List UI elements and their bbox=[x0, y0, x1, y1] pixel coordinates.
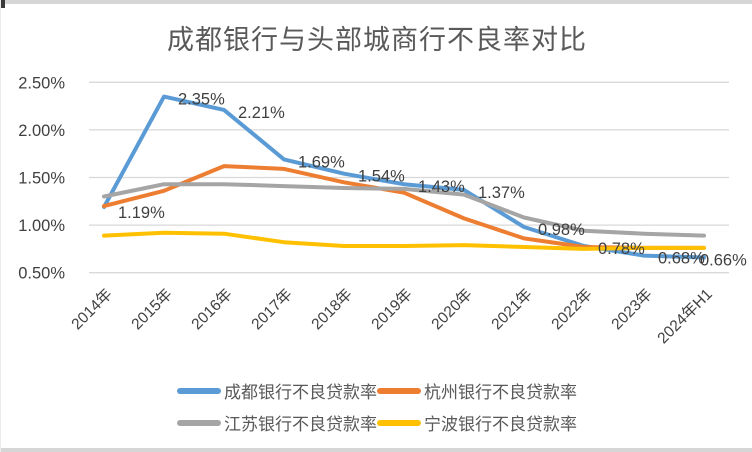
data-label: 1.43% bbox=[418, 178, 465, 196]
y-axis-tick-label: 1.50% bbox=[18, 170, 65, 188]
x-axis-tick-label: 2023年 bbox=[608, 285, 656, 333]
chart-title: 成都银行与头部城商行不良率对比 bbox=[167, 25, 587, 55]
data-label: 0.68% bbox=[658, 250, 705, 268]
y-axis-tick-label: 2.00% bbox=[18, 122, 65, 140]
legend-swatch-jiangsu bbox=[177, 419, 221, 426]
x-axis-tick-label: 2024年H1 bbox=[654, 285, 716, 347]
legend-row-1: 成都银行不良贷款率 杭州银行不良贷款率 bbox=[1, 378, 752, 403]
series-line-2 bbox=[102, 182, 706, 238]
legend-item-hangzhou: 杭州银行不良贷款率 bbox=[377, 378, 577, 403]
data-label: 0.66% bbox=[700, 252, 747, 270]
data-label: 0.98% bbox=[538, 221, 585, 239]
x-axis-tick-label: 2019年 bbox=[368, 285, 416, 333]
legend-label-chengdu: 成都银行不良贷款率 bbox=[224, 383, 377, 402]
y-axis-tick-label: 1.00% bbox=[18, 217, 65, 235]
y-axis-tick-label: 2.50% bbox=[18, 74, 65, 92]
x-axis-tick-label: 2018年 bbox=[308, 285, 356, 333]
legend-swatch-hangzhou bbox=[377, 387, 421, 394]
legend-swatch-ningbo bbox=[377, 419, 421, 426]
bottom-edge-strip bbox=[1, 448, 752, 452]
x-axis-tick-label: 2017年 bbox=[248, 285, 296, 333]
data-label: 0.78% bbox=[598, 240, 645, 258]
data-label: 1.37% bbox=[478, 184, 525, 202]
x-axis-tick-label: 2016年 bbox=[188, 285, 236, 333]
legend-label-hangzhou: 杭州银行不良贷款率 bbox=[424, 383, 577, 402]
x-axis-tick-label: 2021年 bbox=[488, 285, 536, 333]
x-axis-tick-label: 2014年 bbox=[68, 285, 116, 333]
series-line-3 bbox=[102, 230, 706, 251]
data-label: 1.54% bbox=[358, 168, 405, 186]
legend-item-jiangsu: 江苏银行不良贷款率 bbox=[177, 410, 377, 435]
legend-swatch-chengdu bbox=[177, 387, 221, 394]
legend-label-jiangsu: 江苏银行不良贷款率 bbox=[224, 415, 377, 434]
legend-label-ningbo: 宁波银行不良贷款率 bbox=[424, 415, 577, 434]
data-label: 2.21% bbox=[238, 104, 285, 122]
data-label: 1.69% bbox=[298, 153, 345, 171]
x-axis-tick-label: 2022年 bbox=[548, 285, 596, 333]
data-label: 1.19% bbox=[118, 204, 165, 222]
legend-row-2: 江苏银行不良贷款率 宁波银行不良贷款率 bbox=[1, 410, 752, 435]
y-axis-tick-label: 0.50% bbox=[18, 265, 65, 283]
top-edge-strip bbox=[1, 0, 752, 4]
data-label: 2.35% bbox=[178, 91, 225, 109]
legend-item-chengdu: 成都银行不良贷款率 bbox=[177, 378, 377, 403]
x-axis-tick-label: 2015年 bbox=[128, 285, 176, 333]
x-axis-tick-label: 2020年 bbox=[428, 285, 476, 333]
corner-artifact bbox=[1, 0, 5, 8]
legend-item-ningbo: 宁波银行不良贷款率 bbox=[377, 410, 577, 435]
